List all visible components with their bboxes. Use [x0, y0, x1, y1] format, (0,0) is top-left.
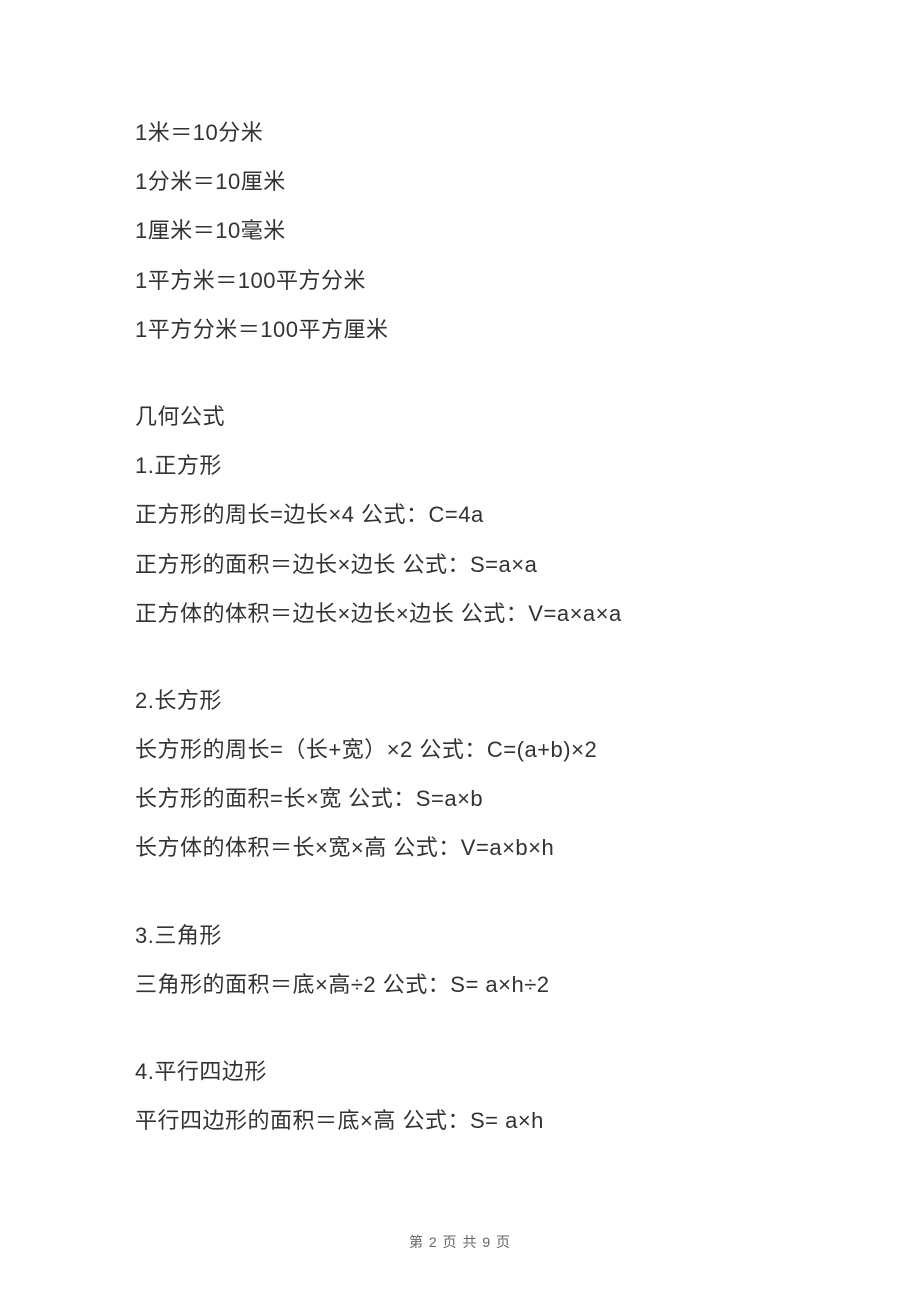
parallelogram-area: 平行四边形的面积＝底×高 公式：S= a×h — [135, 1103, 785, 1138]
conversion-line: 1平方分米＝100平方厘米 — [135, 312, 785, 347]
parallelogram-heading: 4.平行四边形 — [135, 1054, 785, 1089]
geometry-title: 几何公式 — [135, 399, 785, 434]
rectangle-perimeter: 长方形的周长=（长+宽）×2 公式：C=(a+b)×2 — [135, 732, 785, 767]
square-heading: 1.正方形 — [135, 448, 785, 483]
triangle-heading: 3.三角形 — [135, 918, 785, 953]
section-gap — [135, 361, 785, 399]
rectangle-area: 长方形的面积=长×宽 公式：S=a×b — [135, 781, 785, 816]
conversion-line: 1米＝10分米 — [135, 115, 785, 150]
conversion-line: 1分米＝10厘米 — [135, 164, 785, 199]
rectangle-heading: 2.长方形 — [135, 683, 785, 718]
conversion-line: 1厘米＝10毫米 — [135, 213, 785, 248]
cuboid-volume: 长方体的体积＝长×宽×高 公式：V=a×b×h — [135, 830, 785, 865]
square-area: 正方形的面积＝边长×边长 公式：S=a×a — [135, 547, 785, 582]
document-content: 1米＝10分米 1分米＝10厘米 1厘米＝10毫米 1平方米＝100平方分米 1… — [0, 0, 920, 1138]
conversion-line: 1平方米＝100平方分米 — [135, 263, 785, 298]
section-gap — [135, 880, 785, 918]
square-perimeter: 正方形的周长=边长×4 公式：C=4a — [135, 497, 785, 532]
page-footer: 第 2 页 共 9 页 — [0, 1232, 920, 1252]
cube-volume: 正方体的体积＝边长×边长×边长 公式：V=a×a×a — [135, 596, 785, 631]
triangle-area: 三角形的面积＝底×高÷2 公式：S= a×h÷2 — [135, 967, 785, 1002]
section-gap — [135, 645, 785, 683]
section-gap — [135, 1016, 785, 1054]
